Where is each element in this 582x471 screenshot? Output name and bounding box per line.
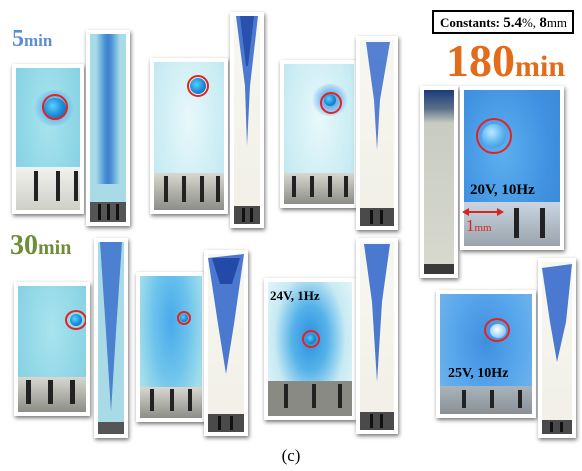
photo-180min-drop	[460, 86, 564, 250]
ink-streak	[542, 264, 572, 362]
photo-row2-drop-3	[264, 278, 356, 420]
condition-label-c: 25V, 10Hz	[448, 366, 509, 381]
photo-row2-strip-4	[538, 258, 576, 438]
figure-caption: (c)	[281, 446, 301, 465]
photo-row2-strip-2	[204, 250, 248, 436]
photo-5min-strip	[86, 30, 130, 226]
ink-streak	[100, 242, 122, 412]
scale-bar-label: 1mm	[466, 216, 492, 235]
condition-label-b: 20V, 10Hz	[470, 182, 535, 198]
photo-row2-drop-4	[436, 290, 536, 418]
photo-30min-drop	[14, 282, 90, 416]
ink-streak	[208, 254, 244, 374]
time-label-30min: 30min	[10, 230, 72, 261]
photo-row1-drop-2	[150, 58, 228, 214]
photo-row2-strip-3	[356, 238, 398, 434]
constants-unit-diameter: mm	[546, 15, 568, 30]
ink-streak	[366, 42, 390, 150]
photo-30min-strip	[94, 238, 128, 438]
time-label-180min: 180min	[446, 35, 566, 86]
photo-5min-drop	[12, 64, 84, 214]
photo-row2-drop-2	[136, 272, 206, 422]
constants-unit-concentration: %,	[521, 15, 537, 30]
constants-label: Constants:	[440, 15, 500, 30]
photo-180min-strip	[420, 86, 458, 278]
photo-row1-strip-2	[230, 12, 264, 228]
constants-value-concentration: 5.4	[503, 15, 522, 31]
constants-value-diameter: 8	[539, 15, 547, 31]
ink-streak	[236, 16, 258, 146]
constants-box: Constants: 5.4%, 8mm	[432, 10, 574, 34]
photo-row1-strip-3	[356, 36, 398, 230]
condition-label-a: 24V, 1Hz	[270, 288, 320, 303]
photo-row1-drop-3	[280, 60, 358, 208]
ink-streak	[364, 244, 390, 382]
time-label-5min: 5min	[12, 26, 53, 52]
